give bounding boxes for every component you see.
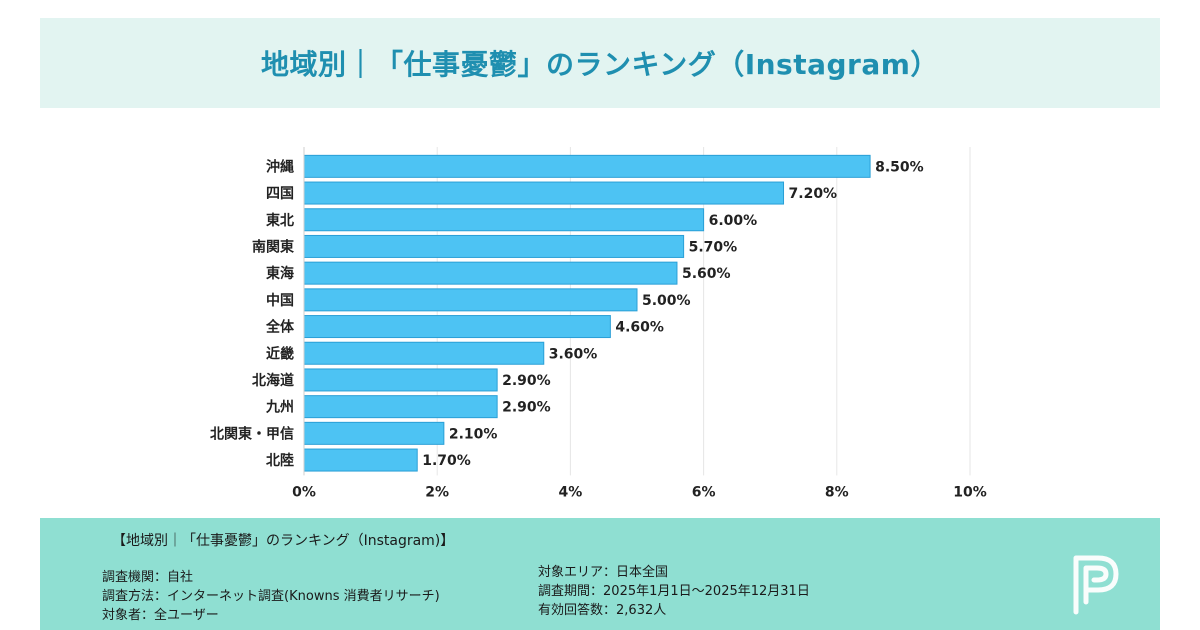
x-tick-label: 2% <box>425 484 449 500</box>
footer-line-area: 対象エリア：日本全国 <box>538 563 810 582</box>
bar <box>303 288 638 312</box>
bar <box>303 368 498 392</box>
bar <box>303 315 611 339</box>
footer-label: 調査期間 <box>538 584 591 599</box>
x-tick-label: 10% <box>953 484 987 500</box>
category-label: 北海道 <box>252 372 294 389</box>
x-tick-label: 6% <box>692 484 716 500</box>
x-tick-label: 8% <box>825 484 849 500</box>
footer-label: 調査機関 <box>102 570 155 585</box>
value-label: 7.20% <box>789 186 838 202</box>
footer-label: 有効回答数 <box>538 603 604 618</box>
bar <box>303 234 685 258</box>
footer-left-column: 調査機関：自社 調査方法：インターネット調査(Knowns 消費者リサーチ) 対… <box>102 568 440 625</box>
footer-separator: ： <box>603 603 617 618</box>
footer-label: 調査方法 <box>102 589 155 604</box>
footer-line-target: 対象者：全ユーザー <box>102 606 440 625</box>
footer-panel: 【地域別｜「仕事憂鬱」のランキング（Instagram)】 調査機関：自社 調査… <box>40 518 1160 630</box>
category-label: 四国 <box>266 186 294 202</box>
footer-line-responses: 有効回答数： 2,632人 <box>538 601 810 620</box>
bar <box>303 421 445 445</box>
category-label: 東北 <box>266 212 294 229</box>
p-logo-icon <box>1073 555 1119 615</box>
value-label: 3.60% <box>549 346 598 362</box>
bar <box>303 208 705 232</box>
value-label: 5.60% <box>682 266 731 282</box>
footer-value: 自社 <box>167 570 194 585</box>
footer-title: 【地域別｜「仕事憂鬱」のランキング（Instagram)】 <box>112 533 455 549</box>
x-tick-label: 4% <box>559 484 583 500</box>
footer-value: 2,632人 <box>616 603 667 618</box>
value-label: 5.00% <box>642 293 691 309</box>
footer-right-column: 対象エリア：日本全国 調査期間： 2025年1月1日〜2025年12月31日 有効… <box>538 563 810 620</box>
category-label: 中国 <box>266 292 294 309</box>
footer-line-method: 調査方法：インターネット調査(Knowns 消費者リサーチ) <box>102 587 440 606</box>
bar <box>303 181 785 205</box>
footer-line-organization: 調査機関：自社 <box>102 568 440 587</box>
category-label: 九州 <box>265 400 294 416</box>
category-label: 近畿 <box>266 345 294 362</box>
bar <box>303 261 678 285</box>
bar-chart: 沖縄 8.50% 四国 7.20% 東北 6.00% 南関東 5.70% 東海 5.60% 中国 5.… <box>210 147 987 500</box>
bar <box>303 395 498 419</box>
value-label: 2.90% <box>502 400 551 416</box>
value-label: 6.00% <box>709 213 758 229</box>
bar <box>303 154 871 178</box>
footer-label: 対象エリア <box>538 565 604 580</box>
category-label: 全体 <box>265 319 295 336</box>
footer-value: 日本全国 <box>616 565 669 580</box>
chart-title: 地域別｜「仕事憂鬱」のランキング（Instagram） <box>261 48 939 81</box>
footer-separator: ： <box>141 608 155 623</box>
footer-line-period: 調査期間： 2025年1月1日〜2025年12月31日 <box>538 582 810 601</box>
footer-separator: ： <box>590 584 604 599</box>
value-label: 2.90% <box>502 373 551 389</box>
value-label: 8.50% <box>875 159 924 175</box>
x-tick-label: 0% <box>292 484 316 500</box>
bar <box>303 448 418 472</box>
category-label: 沖縄 <box>266 158 294 175</box>
footer-separator: ： <box>154 589 168 604</box>
value-label: 2.10% <box>449 426 498 442</box>
footer-label: 対象者 <box>102 608 142 623</box>
footer-separator: ： <box>603 565 617 580</box>
chart-header: 地域別｜「仕事憂鬱」のランキング（Instagram） <box>40 18 1160 108</box>
chart-area: 沖縄 8.50% 四国 7.20% 東北 6.00% 南関東 5.70% 東海 5.60% 中国 5.… <box>0 120 1200 500</box>
footer-separator: ： <box>154 570 168 585</box>
footer-value: 全ユーザー <box>154 608 219 623</box>
category-label: 東海 <box>266 265 294 282</box>
value-label: 1.70% <box>422 453 471 469</box>
category-label: 南関東 <box>252 238 294 255</box>
category-label: 北陸 <box>266 452 294 469</box>
footer-value: インターネット調査(Knowns 消費者リサーチ) <box>167 589 440 604</box>
category-label: 北関東・甲信 <box>210 425 294 442</box>
value-label: 4.60% <box>615 320 664 336</box>
bar <box>303 341 545 365</box>
value-label: 5.70% <box>689 239 738 255</box>
footer-value: 2025年1月1日〜2025年12月31日 <box>603 584 810 599</box>
